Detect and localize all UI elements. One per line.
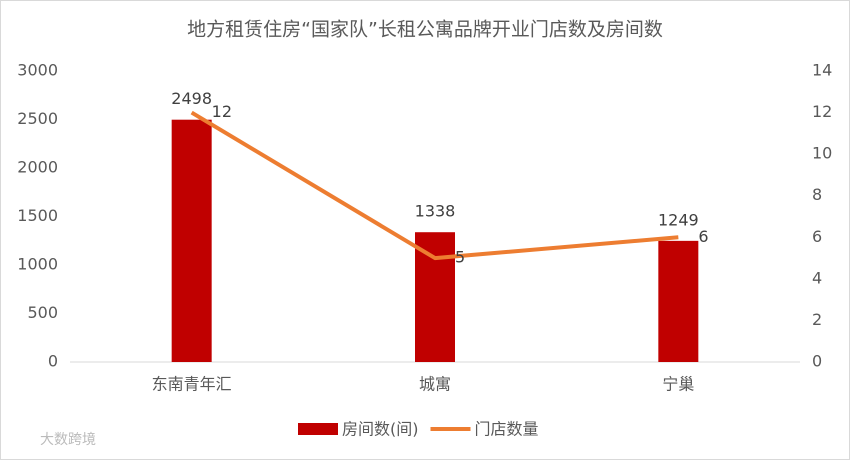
y-tick-label: 2000 [17,158,58,177]
data-label: 1249 [658,210,699,229]
data-label: 2498 [171,89,212,108]
x-tick-label: 东南青年汇 [152,375,232,394]
y2-tick-label: 8 [812,185,822,204]
line [190,110,679,261]
data-label: 1338 [415,202,456,221]
bar [415,232,455,362]
y-tick-label: 2500 [17,109,58,128]
y-tick-label: 0 [48,352,58,371]
x-tick-label: 城寓 [419,375,451,394]
legend-swatch [298,423,338,435]
data-label: 5 [455,248,465,267]
bar [658,240,699,362]
y-tick-label: 1000 [17,255,58,274]
legend-label: 房间数(间) [342,420,419,439]
bar [171,119,212,362]
x-tick-label: 宁巢 [662,375,694,394]
y2-tick-label: 10 [812,144,832,163]
y-tick-label: 3000 [17,61,58,80]
y2-tick-label: 2 [812,310,822,329]
y-tick-label: 1500 [17,206,58,225]
data-label: 12 [212,102,232,121]
y2-tick-label: 0 [812,352,822,371]
legend-label: 门店数量 [475,420,539,439]
y2-tick-label: 4 [812,268,822,287]
y2-tick-label: 14 [812,61,832,80]
watermark: 大数跨境 [40,432,96,448]
y2-tick-label: 6 [812,227,822,246]
data-label: 6 [698,227,708,246]
y-tick-label: 500 [27,303,58,322]
chart-title: 地方租赁住房“国家队”长租公寓品牌开业门店数及房间数 [187,19,663,41]
y2-tick-label: 12 [812,102,832,121]
